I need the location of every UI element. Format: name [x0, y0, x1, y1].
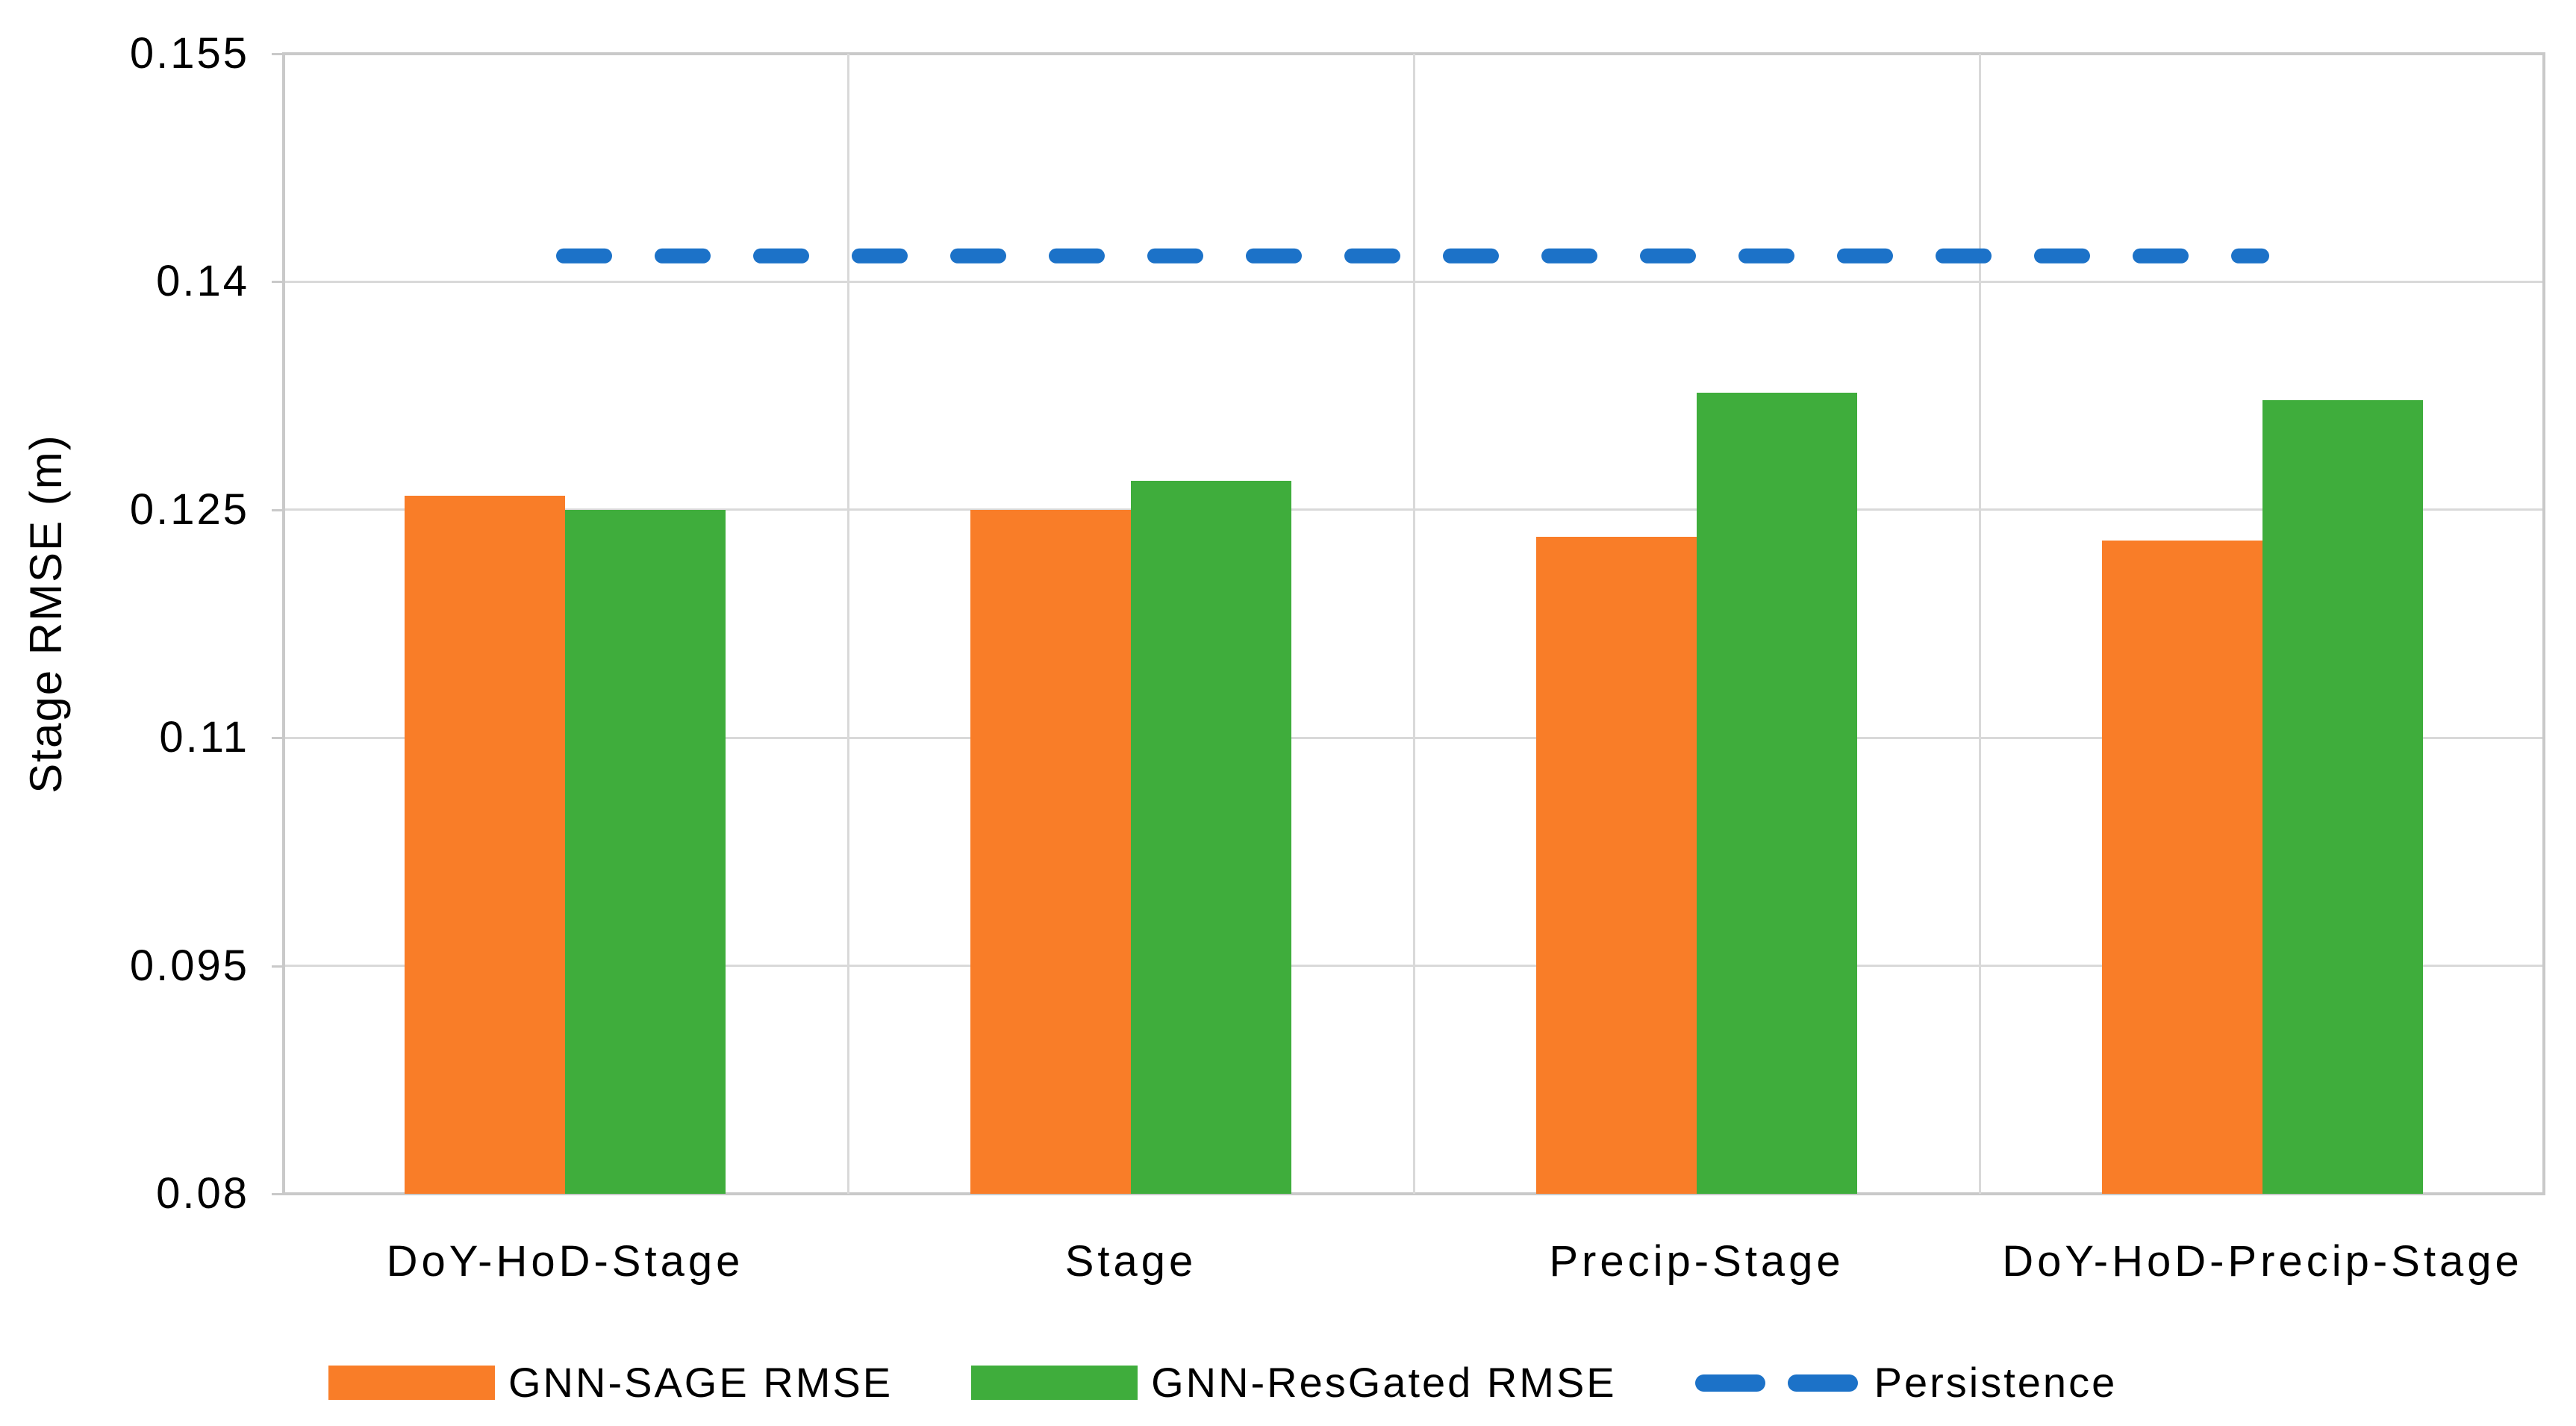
legend-dash-icon	[1694, 1374, 1858, 1392]
dash-segment	[1694, 1374, 1765, 1392]
v-gridline	[2542, 54, 2545, 1194]
plot-area	[282, 52, 2545, 1195]
bar-gnn-sage-2	[1536, 537, 1697, 1194]
y-tick-label: 0.11	[159, 713, 249, 762]
y-axis-tick-mark	[272, 737, 282, 739]
bar-gnn-resgated-2	[1697, 393, 1857, 1194]
bar-gnn-sage-0	[405, 496, 565, 1194]
bar-gnn-resgated-3	[2262, 400, 2423, 1194]
y-axis-tick-mark	[272, 281, 282, 283]
x-category-label: Precip-Stage	[1549, 1237, 1844, 1286]
legend-item-persistence: Persistence	[1694, 1357, 2118, 1409]
legend-label: GNN-ResGated RMSE	[1151, 1359, 1617, 1406]
y-tick-label: 0.155	[129, 29, 249, 78]
v-gridline	[1979, 54, 1981, 1194]
x-category-label: Stage	[1064, 1237, 1197, 1286]
v-gridline	[847, 54, 849, 1194]
legend-item-gnn-resgated-rmse: GNN-ResGated RMSE	[971, 1357, 1617, 1409]
v-gridline	[1413, 54, 1415, 1194]
y-axis-title: Stage RMSE (m)	[21, 434, 71, 794]
y-tick-label: 0.095	[129, 941, 249, 990]
y-axis-tick-mark	[272, 965, 282, 968]
h-gridline	[282, 1192, 2545, 1195]
legend-label: GNN-SAGE RMSE	[508, 1359, 894, 1406]
y-axis-tick-mark	[272, 53, 282, 55]
legend-item-gnn-sage-rmse: GNN-SAGE RMSE	[328, 1357, 893, 1409]
x-category-label: DoY-HoD-Precip-Stage	[2002, 1237, 2523, 1286]
legend-label: Persistence	[1874, 1359, 2118, 1406]
bar-gnn-resgated-1	[1131, 481, 1291, 1194]
bar-gnn-sage-3	[2102, 541, 2262, 1194]
legend: GNN-SAGE RMSE GNN-ResGated RMSE Persistenc…	[328, 1353, 2117, 1413]
bar-gnn-sage-1	[970, 510, 1131, 1194]
legend-swatch-icon	[971, 1366, 1138, 1400]
y-axis-tick-mark	[272, 1193, 282, 1195]
v-gridline	[282, 54, 285, 1194]
y-axis-tick-mark	[272, 509, 282, 511]
x-category-label: DoY-HoD-Stage	[386, 1237, 744, 1286]
y-tick-label: 0.08	[156, 1169, 249, 1218]
y-tick-label: 0.14	[156, 257, 249, 305]
bar-gnn-resgated-0	[565, 510, 726, 1194]
dash-segment	[1787, 1374, 1858, 1392]
y-tick-label: 0.125	[129, 485, 249, 534]
persistence-dashed-line	[556, 248, 2269, 264]
legend-swatch-icon	[328, 1366, 495, 1400]
